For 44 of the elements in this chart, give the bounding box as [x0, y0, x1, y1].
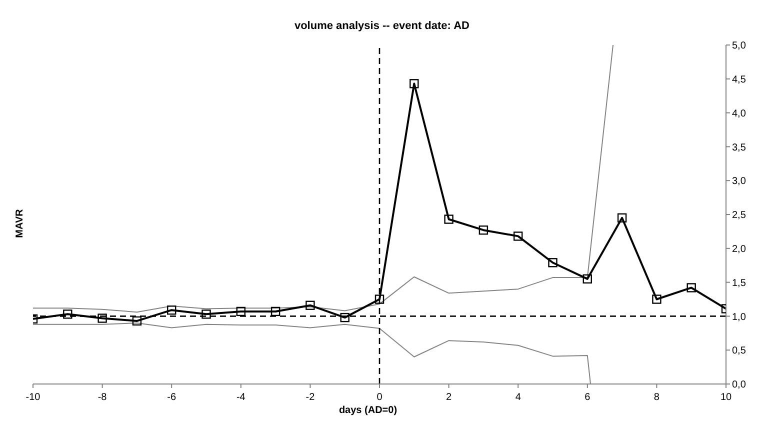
point — [410, 79, 419, 88]
x-tick-label: -8 — [98, 392, 108, 403]
point — [444, 214, 454, 224]
y-tick-label: 4,0 — [732, 108, 746, 120]
point — [652, 294, 662, 304]
y-tick-label: 5,0 — [732, 40, 746, 52]
x-axis-title: days (AD=0) — [338, 405, 398, 416]
point — [617, 213, 627, 222]
y-tick-label: 3,5 — [732, 142, 746, 154]
y-tick-label: 2,5 — [732, 210, 746, 222]
x-tick-label: -2 — [306, 392, 316, 403]
y-tick-label: 3,0 — [732, 176, 746, 188]
x-tick-label: 10 — [720, 392, 732, 403]
y-tick-label: 1,5 — [732, 278, 746, 289]
point — [374, 294, 384, 304]
point — [514, 232, 523, 241]
point — [167, 306, 176, 315]
point — [548, 258, 558, 268]
point — [63, 310, 72, 319]
y-tick-label: 1,0 — [732, 312, 746, 323]
point — [132, 316, 142, 326]
point — [478, 225, 488, 235]
x-tick-label: 8 — [654, 392, 660, 403]
point — [340, 312, 350, 322]
x-tick-label: 2 — [446, 392, 452, 403]
y-tick-label: 4,5 — [732, 74, 746, 86]
point — [236, 306, 246, 316]
chart-title: volume analysis -- event date: AD — [293, 20, 471, 32]
y-tick-label: 0,5 — [732, 346, 746, 357]
point — [270, 306, 280, 316]
y-axis-title: MAVR — [14, 208, 26, 240]
x-tick-label: 0 — [376, 392, 383, 403]
point — [306, 300, 315, 310]
x-tick-label: 4 — [515, 392, 522, 403]
point — [582, 274, 592, 284]
x-tick-label: 6 — [584, 392, 591, 403]
point — [686, 283, 696, 292]
x-tick-label: -10 — [26, 392, 41, 403]
point — [98, 314, 107, 323]
x-tick-label: -6 — [167, 392, 176, 403]
point — [202, 310, 211, 319]
x-tick-label: -4 — [236, 392, 246, 403]
y-tick-label: 0,0 — [732, 380, 746, 391]
y-tick-label: 2,0 — [732, 244, 746, 255]
